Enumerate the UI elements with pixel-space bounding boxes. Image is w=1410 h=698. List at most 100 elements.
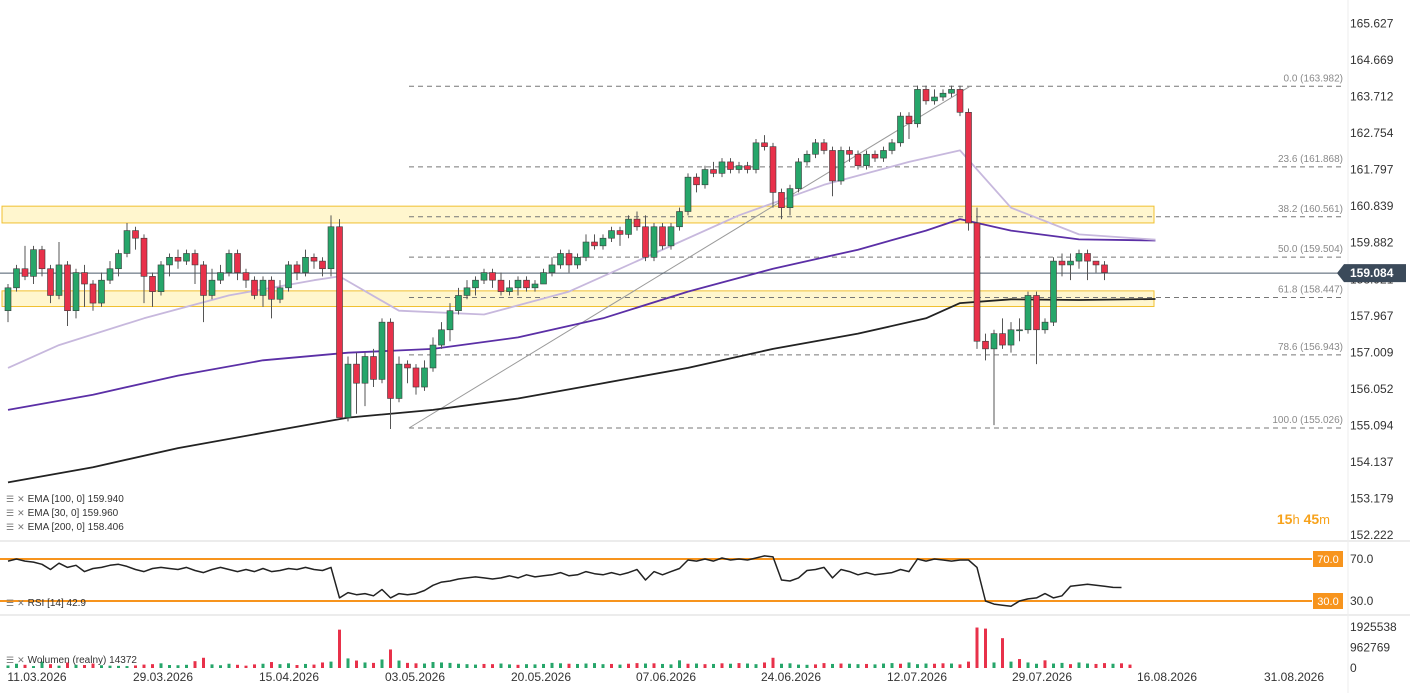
candle [259, 279, 267, 296]
close-icon[interactable]: ✕ [17, 494, 25, 504]
rsi-oversold-badge-label: 30.0 [1317, 596, 1338, 608]
volume-bar [304, 663, 307, 668]
x-axis-label: 16.08.2026 [1137, 670, 1197, 684]
volume-bar [984, 628, 987, 668]
close-icon[interactable]: ✕ [17, 655, 25, 665]
candle [361, 356, 369, 384]
volume-bar [576, 663, 579, 668]
volume-bar [397, 660, 401, 668]
candle [599, 237, 607, 247]
legend-volume[interactable]: ☰ ✕ Wolumen (realny) 14372 [6, 655, 137, 666]
close-icon[interactable]: ✕ [17, 508, 25, 518]
candle [310, 256, 318, 262]
candle [854, 153, 862, 167]
volume-bar [831, 663, 834, 668]
volume-bar [465, 664, 469, 668]
volume-bar [601, 664, 605, 668]
price-tick-label: 152.222 [1350, 528, 1394, 542]
candle [123, 230, 131, 254]
volume-bar [1086, 663, 1089, 668]
candle [667, 226, 675, 247]
candle [166, 256, 173, 266]
candle [132, 230, 139, 239]
candle [157, 264, 165, 292]
price-tick-label: 163.712 [1350, 90, 1394, 104]
list-icon: ☰ [6, 522, 15, 532]
candle [608, 230, 615, 239]
candle [421, 367, 428, 388]
timer-hours: 15 [1276, 511, 1293, 527]
legend-ema100[interactable]: ☰ ✕ EMA [100, 0] 159.940 [6, 494, 124, 505]
candle [1092, 260, 1100, 266]
legend-ema200[interactable]: ☰ ✕ EMA [200, 0] 158.406 [6, 522, 124, 533]
volume-bar [967, 661, 970, 668]
candle [769, 146, 777, 193]
candle [327, 226, 335, 270]
close-icon[interactable]: ✕ [17, 598, 25, 608]
close-icon[interactable]: ✕ [17, 522, 25, 532]
volume-bar [125, 666, 129, 668]
candle [625, 218, 632, 235]
candle [506, 287, 513, 292]
volume-bar [176, 665, 180, 668]
volume-bar [992, 662, 996, 668]
volume-bar [1009, 661, 1013, 668]
candle [217, 272, 224, 281]
price-tick-label: 164.669 [1350, 53, 1394, 67]
volume-bar [941, 663, 945, 668]
candle [497, 279, 505, 292]
timer-m-unit: m [1319, 512, 1330, 527]
volume-bar [100, 665, 103, 668]
candle [55, 264, 63, 296]
price-tick-label: 159.882 [1350, 236, 1394, 250]
volume-bar [1120, 663, 1123, 668]
candle [710, 169, 717, 174]
candle [701, 169, 709, 186]
candle [429, 344, 437, 369]
volume-bar [933, 663, 936, 668]
fib-level-label: 100.0 (155.026) [1272, 415, 1343, 426]
candle [905, 115, 913, 125]
candle [251, 279, 258, 296]
candle [370, 356, 377, 380]
candle [829, 150, 836, 182]
candle [472, 279, 479, 289]
volume-bar [763, 662, 766, 668]
volume-bar [134, 665, 137, 668]
volume-bar [159, 663, 163, 668]
volume-bar [457, 663, 460, 668]
candle [200, 264, 207, 296]
candle [395, 363, 403, 399]
candle [30, 249, 37, 277]
legend-rsi[interactable]: ☰ ✕ RSI [14] 42.9 [6, 598, 86, 609]
candle [13, 268, 20, 289]
volume-bar [975, 627, 979, 668]
volume-bar [890, 663, 894, 668]
candle [982, 340, 989, 350]
legend-ema200-text: EMA [200, 0] 158.406 [27, 522, 124, 533]
volume-bar [754, 664, 758, 668]
volume-bar [839, 663, 843, 668]
volume-bar [49, 664, 52, 668]
support-resistance-zone [1, 290, 1155, 308]
volume-bar [720, 663, 724, 668]
volume-bar [499, 663, 503, 668]
volume-bar [797, 664, 800, 668]
legend-ema30[interactable]: ☰ ✕ EMA [30, 0] 159.960 [6, 508, 118, 519]
candle [718, 161, 726, 174]
volume-bar [686, 663, 690, 668]
volume-bar [635, 663, 639, 668]
candle [514, 279, 522, 289]
candle [574, 256, 581, 266]
volume-bar [57, 665, 61, 668]
price-tick-label: 162.754 [1350, 126, 1394, 140]
volume-bar [814, 664, 817, 668]
candle [72, 272, 80, 312]
volume-bar [321, 662, 324, 668]
volume-bar [610, 663, 613, 668]
candle [387, 321, 394, 399]
price-tick-label: 155.094 [1350, 418, 1394, 432]
volume-bar [108, 665, 112, 668]
